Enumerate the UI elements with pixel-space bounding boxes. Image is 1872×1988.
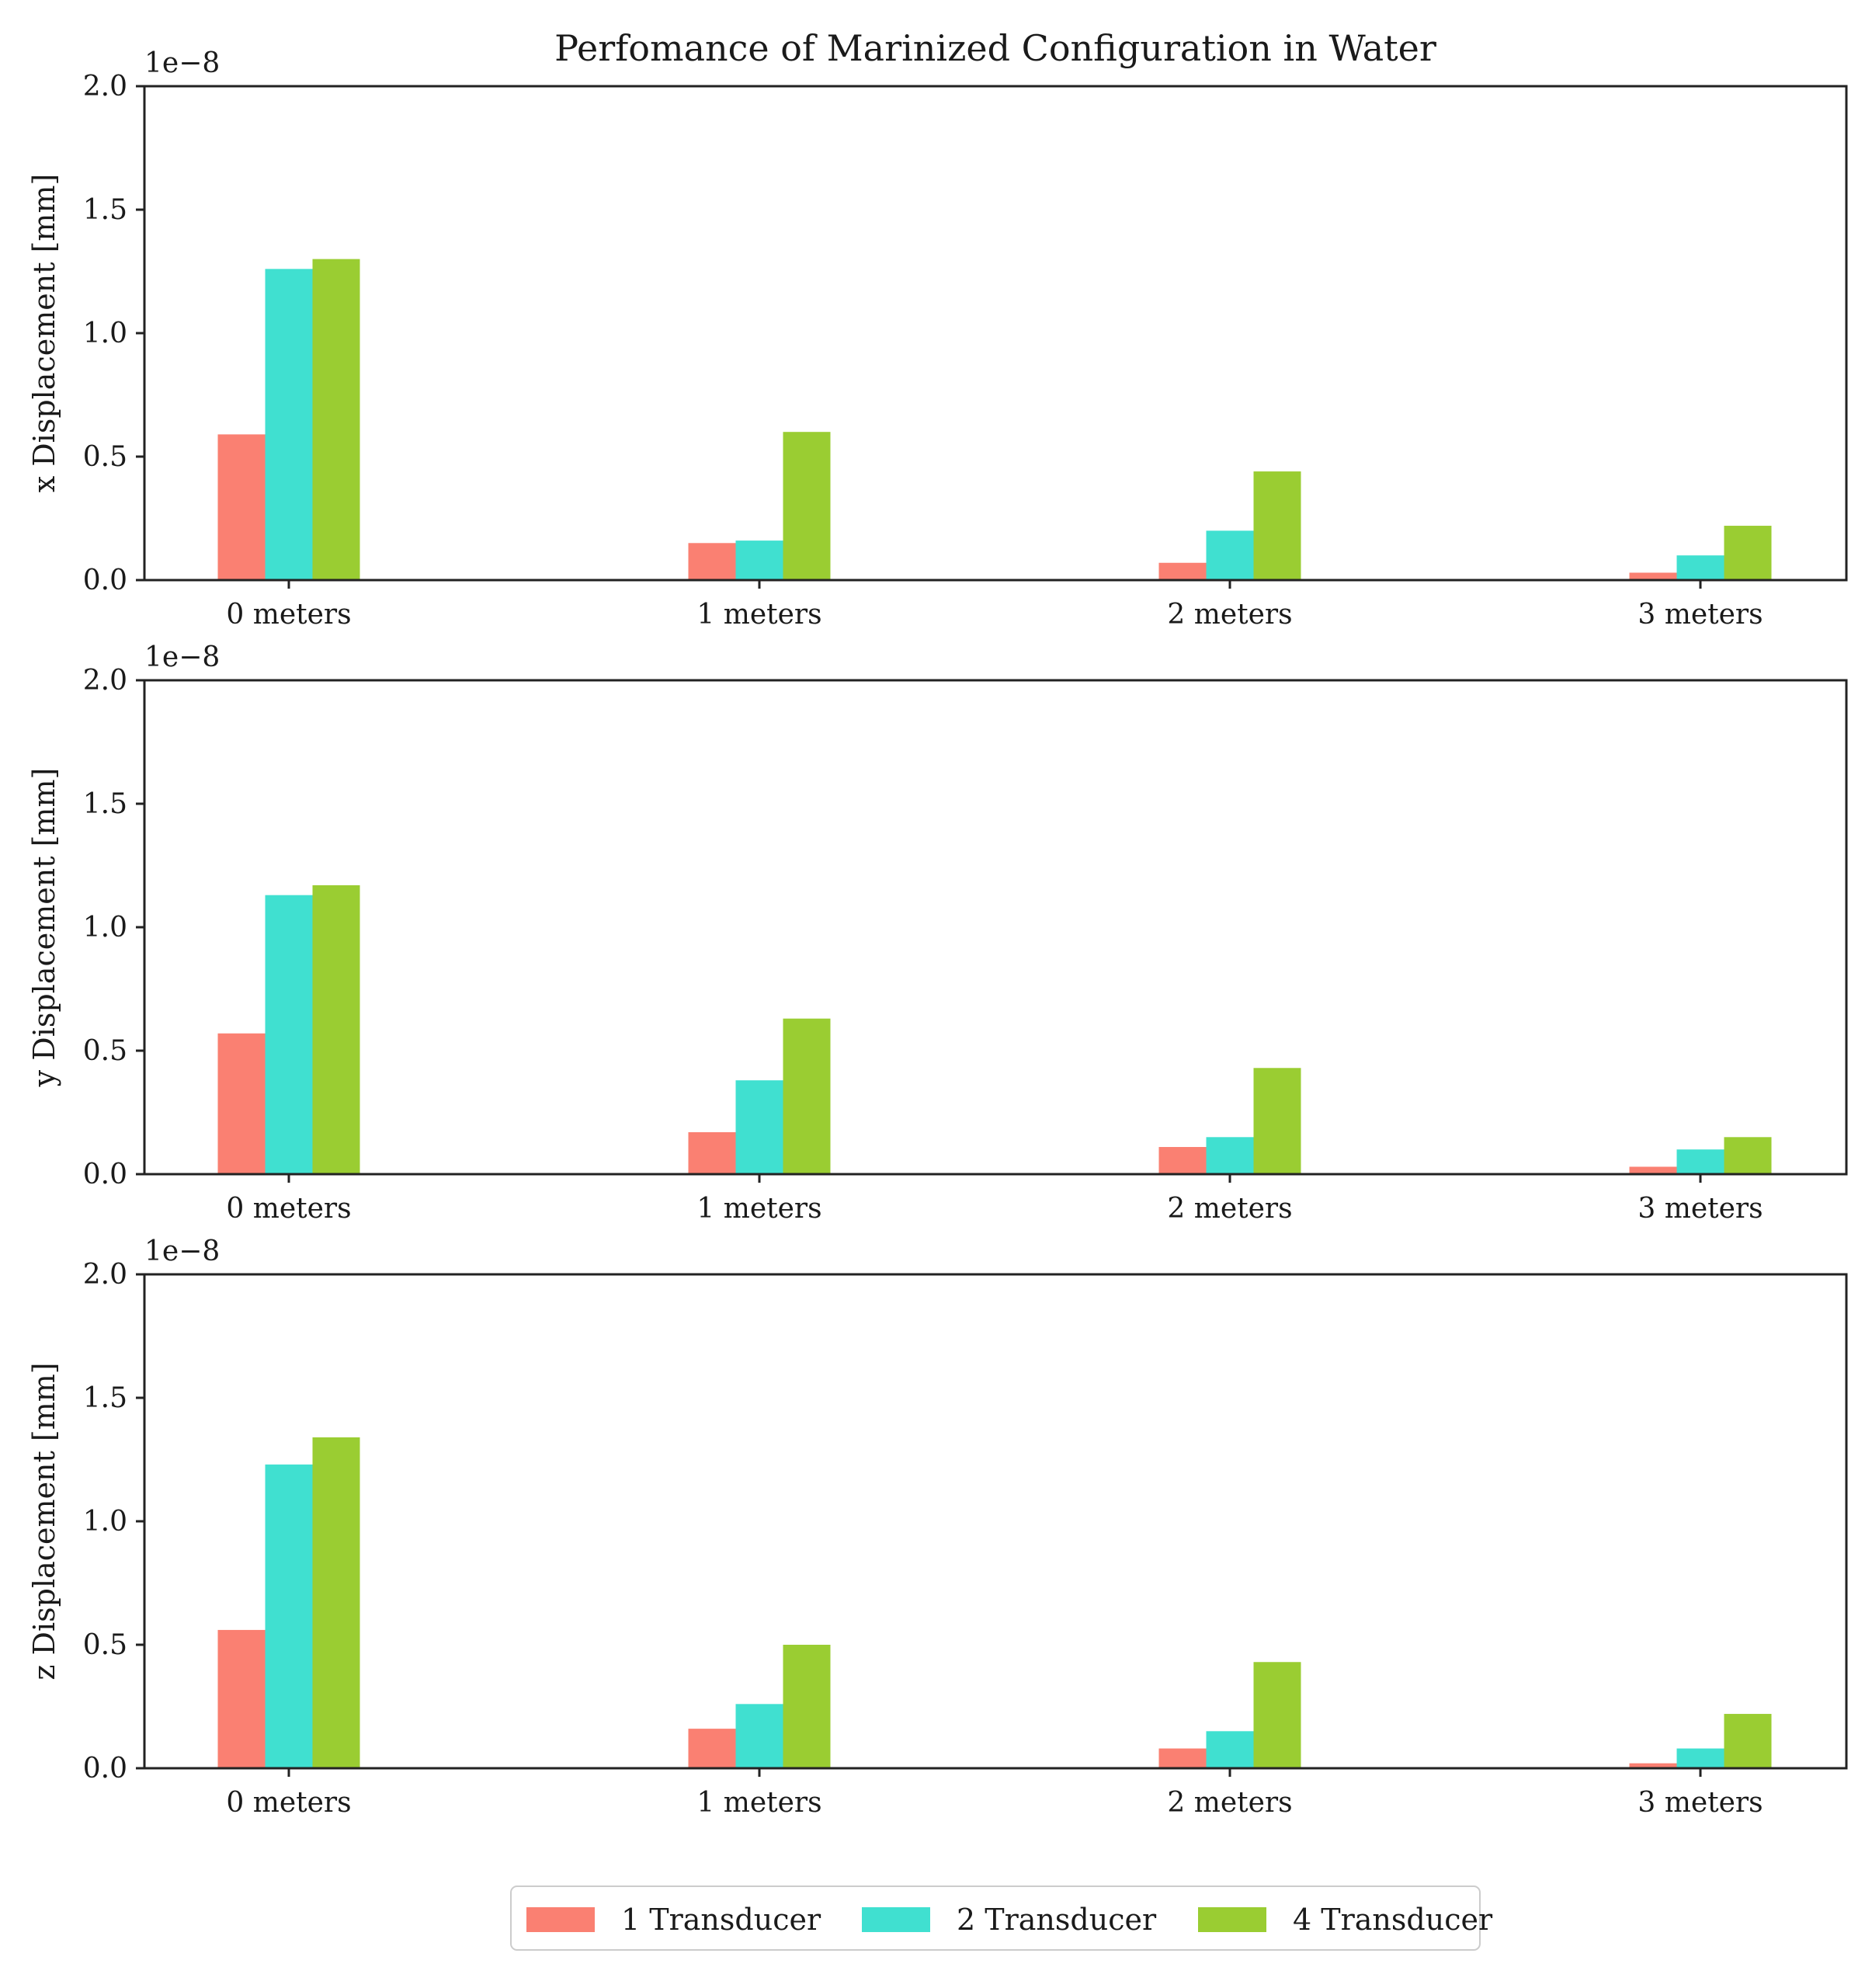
bar-2-transducer-1-meters bbox=[735, 1080, 783, 1174]
bar-2-transducer-3-meters bbox=[1676, 1748, 1724, 1768]
plot-frame bbox=[143, 85, 1848, 582]
bar-2-transducer-3-meters bbox=[1676, 555, 1724, 580]
subplot-1: 0.0 0.5 1.0 1.5 2.0 0 meters 1 meters 2 meters 3… bbox=[27, 47, 1848, 631]
y-tick-label: 0.0 bbox=[83, 1159, 127, 1190]
x-tick-label: 0 meters bbox=[226, 1193, 351, 1225]
bar-1-transducer-0-meters bbox=[217, 1033, 266, 1174]
y-offset-label: 1e−8 bbox=[144, 1236, 220, 1267]
y-tick-label: 1.0 bbox=[83, 1506, 127, 1538]
bar-1-transducer-1-meters bbox=[688, 1131, 736, 1174]
bar-2-transducer-2-meters bbox=[1206, 1137, 1254, 1174]
y-tick-label: 1.0 bbox=[83, 912, 127, 944]
bar-1-transducer-0-meters bbox=[217, 1629, 266, 1768]
y-tick-label: 1.5 bbox=[83, 1382, 127, 1414]
legend-label: 4 Transducer bbox=[1293, 1903, 1493, 1937]
y-offset-label: 1e−8 bbox=[144, 47, 220, 79]
bar-1-transducer-3-meters bbox=[1629, 572, 1677, 580]
legend-swatch bbox=[526, 1907, 595, 1932]
x-tick-label: 0 meters bbox=[226, 599, 351, 631]
y-tick-label: 1.5 bbox=[83, 788, 127, 820]
bar-4-transducer-1-meters bbox=[783, 1645, 831, 1768]
bar-1-transducer-3-meters bbox=[1629, 1763, 1677, 1768]
bar-4-transducer-0-meters bbox=[312, 1437, 360, 1768]
bar-4-transducer-0-meters bbox=[312, 885, 360, 1174]
y-tick-label: 1.5 bbox=[83, 194, 127, 226]
legend-swatch bbox=[1198, 1907, 1266, 1932]
bar-4-transducer-2-meters bbox=[1253, 1662, 1301, 1768]
x-tick-label: 2 meters bbox=[1167, 1787, 1292, 1819]
bar-4-transducer-1-meters bbox=[783, 1018, 831, 1174]
legend-box bbox=[510, 1885, 1481, 1951]
bar-4-transducer-0-meters bbox=[312, 259, 360, 580]
bar-2-transducer-0-meters bbox=[265, 895, 313, 1174]
x-tick-label: 1 meters bbox=[696, 1787, 821, 1819]
bar-2-transducer-1-meters bbox=[735, 540, 783, 580]
bar-2-transducer-3-meters bbox=[1676, 1149, 1724, 1174]
bar-4-transducer-2-meters bbox=[1253, 471, 1301, 580]
subplot-2: 0.0 0.5 1.0 1.5 2.0 0 meters 1 meters 2 meters 3… bbox=[27, 641, 1848, 1225]
bar-2-transducer-0-meters bbox=[265, 269, 313, 580]
bar-2-transducer-2-meters bbox=[1206, 1731, 1254, 1768]
y-tick-label: 0.0 bbox=[83, 1753, 127, 1785]
y-tick-label: 2.0 bbox=[83, 1259, 127, 1291]
y-tick-label: 2.0 bbox=[83, 71, 127, 103]
bar-2-transducer-0-meters bbox=[265, 1464, 313, 1768]
y-tick-label: 1.0 bbox=[83, 318, 127, 349]
bar-4-transducer-3-meters bbox=[1724, 526, 1772, 580]
bar-1-transducer-1-meters bbox=[688, 543, 736, 580]
legend: 1 Transducer 2 Transducer 4 Transducer bbox=[510, 1885, 1493, 1951]
bar-1-transducer-1-meters bbox=[688, 1729, 736, 1768]
bar-4-transducer-2-meters bbox=[1253, 1068, 1301, 1174]
bar-2-transducer-2-meters bbox=[1206, 530, 1254, 580]
bar-4-transducer-3-meters bbox=[1724, 1137, 1772, 1174]
plot-frame bbox=[143, 1273, 1848, 1770]
x-tick-label: 3 meters bbox=[1638, 1193, 1763, 1225]
x-tick-label: 1 meters bbox=[696, 599, 821, 631]
bar-2-transducer-1-meters bbox=[735, 1704, 783, 1768]
y-axis-label: z Displacement [mm] bbox=[27, 1362, 61, 1680]
bar-1-transducer-2-meters bbox=[1158, 1748, 1207, 1768]
x-tick-label: 3 meters bbox=[1638, 599, 1763, 631]
bar-1-transducer-2-meters bbox=[1158, 1147, 1207, 1174]
legend-label: 2 Transducer bbox=[957, 1903, 1157, 1937]
x-tick-label: 0 meters bbox=[226, 1787, 351, 1819]
y-axis-label: y Displacement [mm] bbox=[27, 768, 61, 1088]
bar-1-transducer-3-meters bbox=[1629, 1166, 1677, 1174]
x-tick-label: 2 meters bbox=[1167, 599, 1292, 631]
x-tick-label: 3 meters bbox=[1638, 1787, 1763, 1819]
subplots: 0.0 0.5 1.0 1.5 2.0 0 meters 1 meters 2 meters 3… bbox=[27, 47, 1848, 1819]
bar-1-transducer-2-meters bbox=[1158, 562, 1207, 580]
y-offset-label: 1e−8 bbox=[144, 641, 220, 673]
y-axis-label: x Displacement [mm] bbox=[27, 174, 61, 493]
x-tick-label: 1 meters bbox=[696, 1193, 821, 1225]
chart-title: Perfomance of Marinized Configuration in… bbox=[554, 27, 1436, 69]
y-tick-label: 0.5 bbox=[83, 1035, 127, 1067]
legend-swatch bbox=[862, 1907, 930, 1932]
y-tick-label: 0.5 bbox=[83, 441, 127, 473]
bar-1-transducer-0-meters bbox=[217, 434, 266, 580]
bar-4-transducer-1-meters bbox=[783, 432, 831, 580]
y-tick-label: 0.5 bbox=[83, 1629, 127, 1661]
y-tick-label: 0.0 bbox=[83, 565, 127, 596]
legend-label: 1 Transducer bbox=[621, 1903, 821, 1937]
y-tick-label: 2.0 bbox=[83, 665, 127, 697]
bar-4-transducer-3-meters bbox=[1724, 1714, 1772, 1768]
plot-frame bbox=[143, 679, 1848, 1176]
subplot-3: 0.0 0.5 1.0 1.5 2.0 0 meters 1 meters 2 meters 3… bbox=[27, 1236, 1848, 1819]
x-tick-label: 2 meters bbox=[1167, 1193, 1292, 1225]
